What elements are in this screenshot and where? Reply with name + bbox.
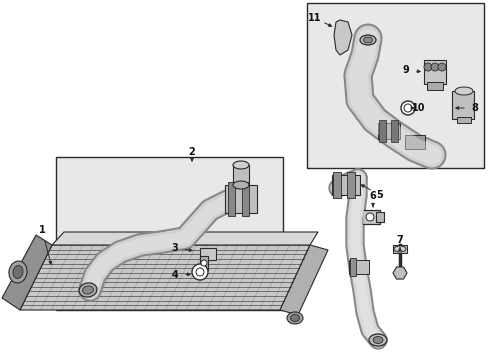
Ellipse shape [454, 87, 472, 95]
Circle shape [423, 63, 431, 71]
Bar [332, 172, 340, 198]
Ellipse shape [290, 315, 299, 321]
Bar [456, 117, 470, 123]
Bar [242, 182, 248, 216]
Polygon shape [20, 245, 309, 310]
Polygon shape [392, 267, 406, 279]
Ellipse shape [359, 35, 375, 45]
Text: 10: 10 [411, 103, 425, 113]
Bar [200, 248, 216, 260]
Circle shape [196, 268, 203, 276]
Bar [377, 123, 399, 139]
Ellipse shape [363, 37, 372, 43]
Text: 6: 6 [369, 191, 376, 201]
Ellipse shape [232, 181, 248, 189]
Text: 9: 9 [402, 65, 408, 75]
Bar [346, 172, 354, 198]
Bar [361, 210, 379, 224]
Ellipse shape [393, 246, 405, 252]
Bar [227, 182, 235, 216]
Circle shape [403, 104, 411, 112]
Bar [451, 91, 473, 119]
Bar [232, 165, 248, 187]
Ellipse shape [13, 266, 23, 278]
Bar [348, 260, 368, 274]
Polygon shape [52, 232, 317, 245]
Bar [56, 157, 283, 310]
Polygon shape [333, 20, 351, 55]
Circle shape [437, 63, 445, 71]
Text: 2: 2 [188, 147, 195, 157]
Bar [349, 258, 355, 276]
Polygon shape [2, 235, 52, 310]
Bar [331, 175, 359, 195]
Ellipse shape [372, 337, 382, 343]
Ellipse shape [82, 286, 93, 294]
Polygon shape [280, 245, 327, 315]
Bar [200, 256, 207, 270]
Text: 4: 4 [171, 270, 178, 280]
Text: 7: 7 [396, 235, 403, 245]
Bar [378, 120, 385, 142]
Circle shape [365, 213, 373, 221]
Ellipse shape [368, 334, 386, 346]
Circle shape [400, 101, 414, 115]
Ellipse shape [79, 283, 97, 297]
Ellipse shape [232, 161, 248, 169]
Ellipse shape [286, 312, 303, 324]
Bar [426, 82, 442, 90]
Circle shape [192, 264, 207, 280]
Ellipse shape [9, 261, 27, 283]
Text: 11: 11 [307, 13, 321, 23]
Bar [392, 245, 406, 253]
Text: 1: 1 [39, 225, 45, 235]
Circle shape [201, 260, 206, 266]
Bar [404, 135, 424, 149]
Bar [390, 120, 397, 142]
Bar [423, 60, 445, 84]
Text: 3: 3 [171, 243, 178, 253]
Text: 5: 5 [376, 190, 383, 200]
Text: 8: 8 [470, 103, 477, 113]
Bar [224, 185, 257, 213]
Circle shape [430, 63, 438, 71]
Bar [375, 212, 383, 222]
Bar [306, 3, 483, 168]
